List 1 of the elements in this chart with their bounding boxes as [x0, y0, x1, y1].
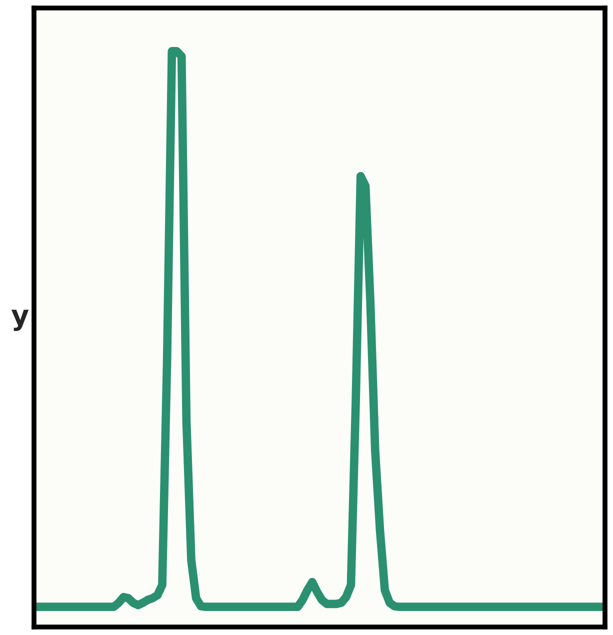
y-axis-title: y: [11, 310, 29, 331]
